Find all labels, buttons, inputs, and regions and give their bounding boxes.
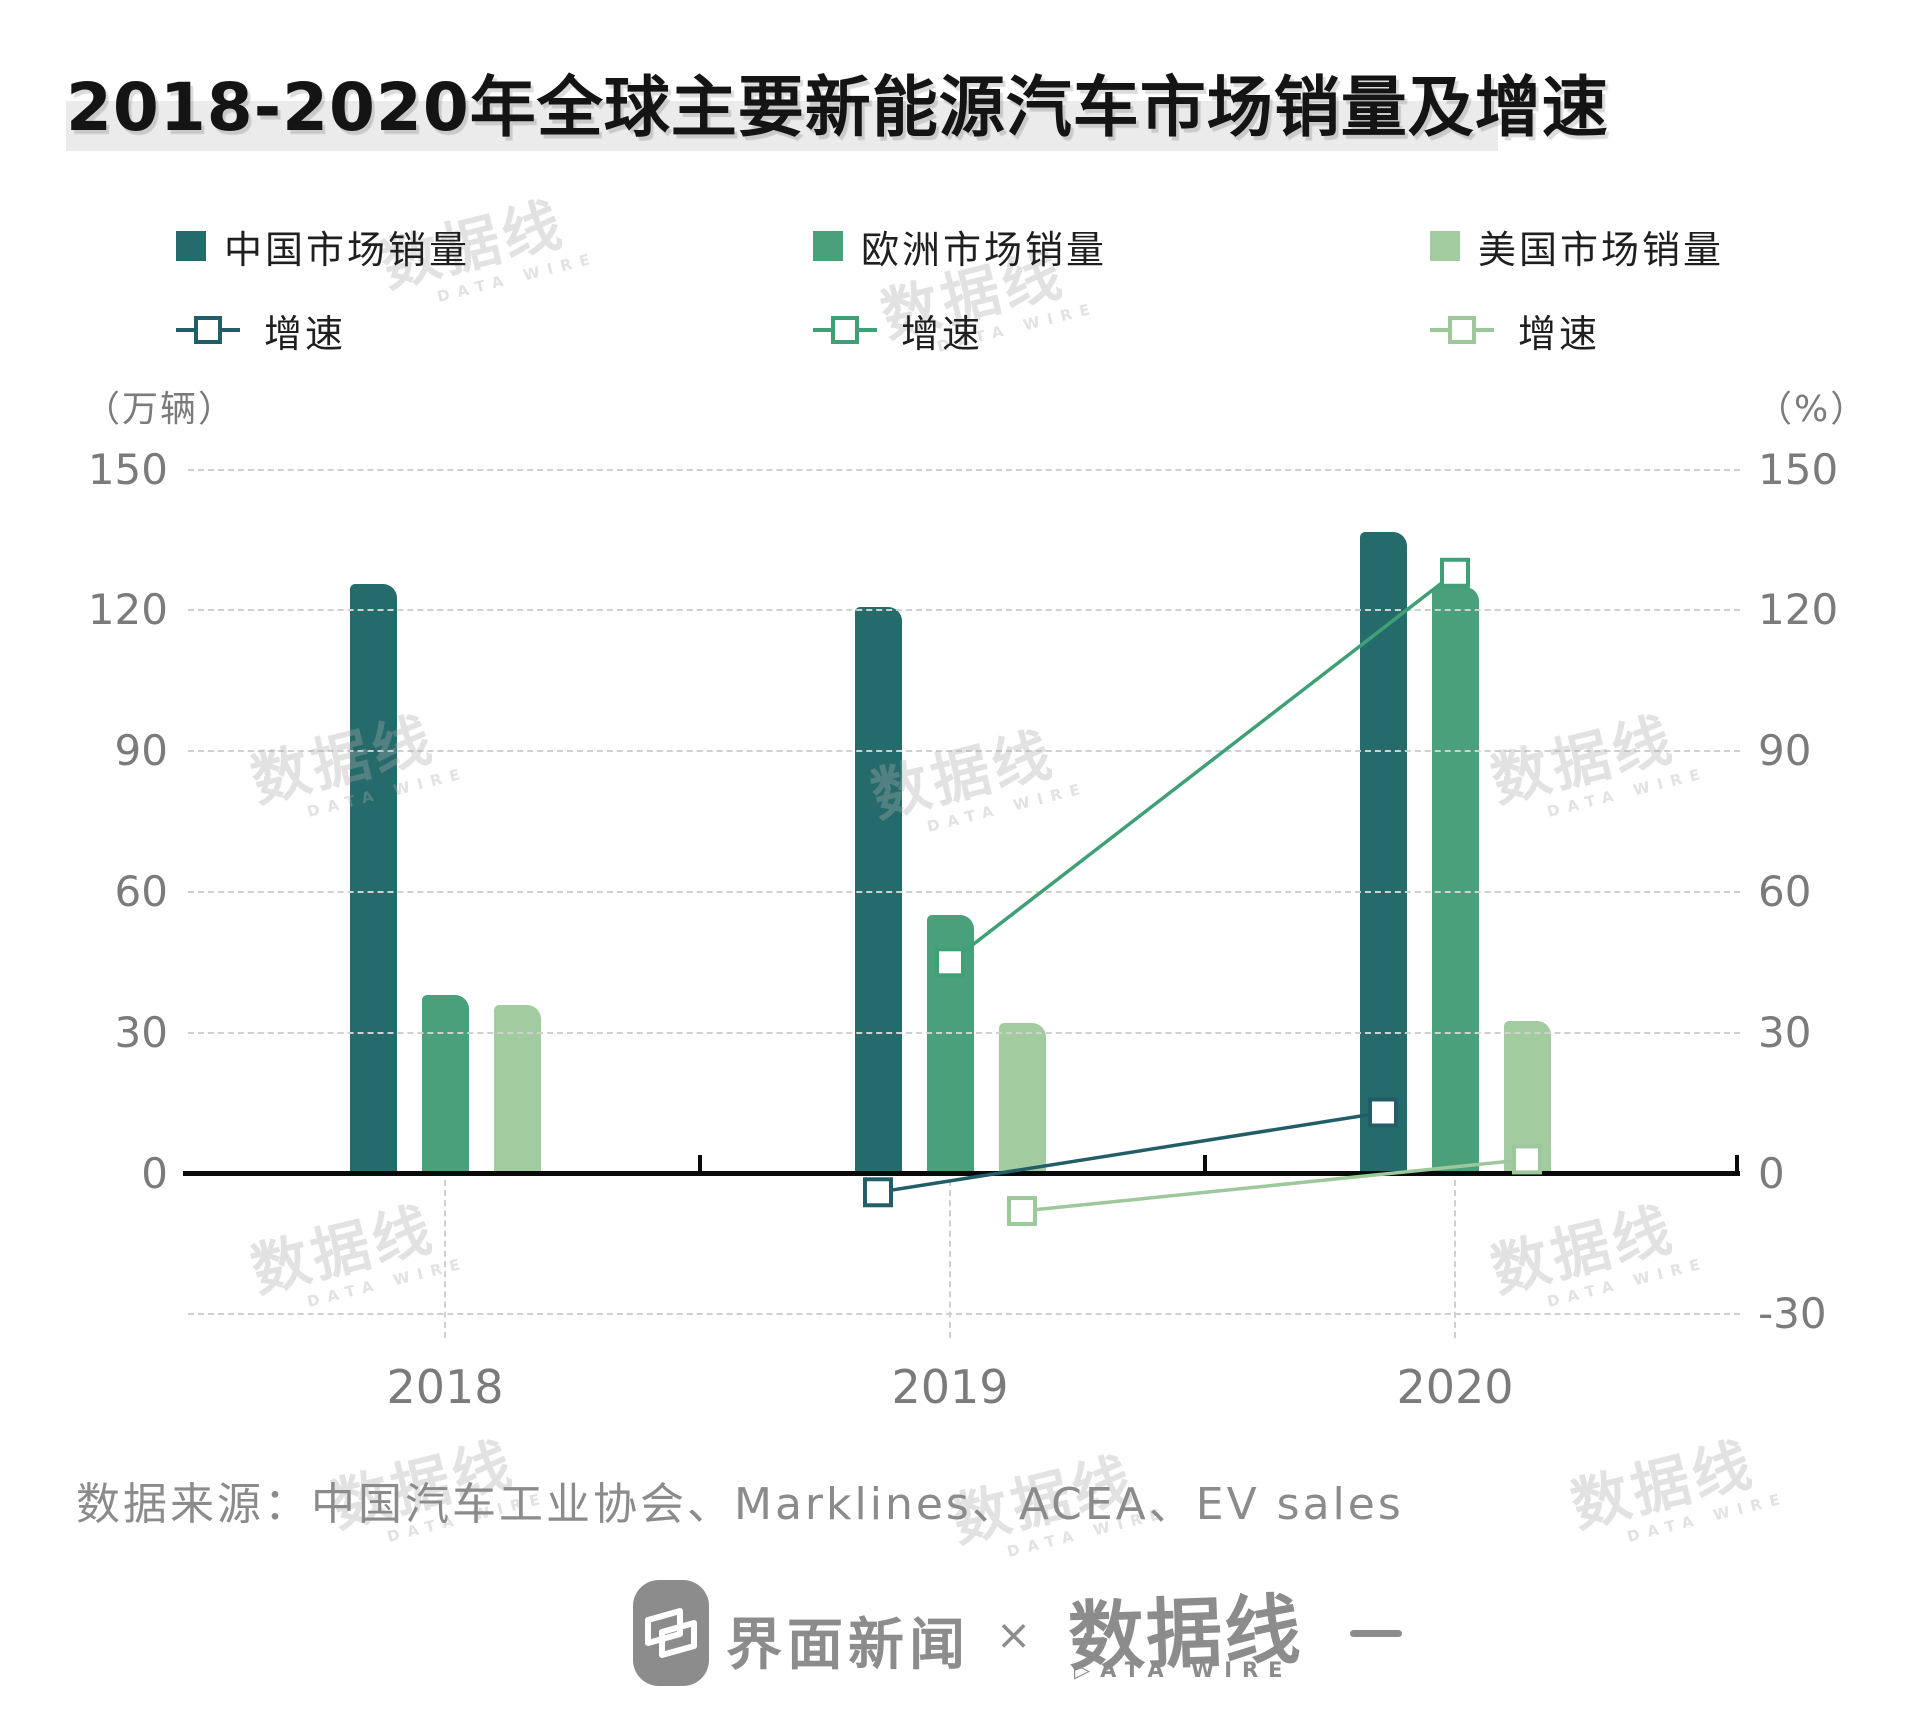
legend-square-china-icon (194, 316, 222, 344)
bar-美国市场销量-2018 (493, 1004, 541, 1174)
x-axis-year-label: 2019 (891, 1360, 1009, 1414)
legend-row-europe-sales: 欧洲市场销量 (813, 222, 1107, 272)
legend-label-china-sales: 中国市场销量 (224, 227, 471, 272)
legend-square-us-icon (1448, 316, 1476, 344)
right-axis-tick-label: 150 (1758, 444, 1839, 494)
x-axis-year-label: 2018 (386, 1360, 504, 1414)
bar-欧洲市场销量-2019 (926, 915, 974, 1174)
legend-square-europe-icon (831, 316, 859, 344)
legend-label-us-sales: 美国市场销量 (1478, 227, 1725, 272)
gridline-60 (188, 890, 1740, 893)
legend-line-marker-europe-icon (813, 316, 877, 344)
legend-group-europe: 欧洲市场销量 增速 (813, 222, 1107, 356)
legend-row-china-sales: 中国市场销量 (176, 222, 470, 272)
x-axis-tick (698, 1155, 702, 1171)
gridline-120 (188, 609, 1740, 612)
right-axis-tick-label: 0 (1758, 1148, 1785, 1198)
legend-group-china: 中国市场销量 增速 (176, 222, 470, 356)
left-axis-tick-label: 90 (114, 726, 168, 776)
legend-label-china-growth: 增速 (264, 311, 347, 356)
x-axis-year-label: 2020 (1396, 1360, 1514, 1414)
year-guide-dashed-line (1454, 1180, 1456, 1338)
legend-label-europe-sales: 欧洲市场销量 (861, 227, 1108, 272)
legend-label-us-growth: 增速 (1518, 311, 1601, 356)
title-highlight-band (66, 101, 1498, 151)
bar-中国市场销量-2020 (1359, 531, 1407, 1174)
left-axis-tick-label: 120 (87, 585, 168, 635)
right-axis-tick-label: -30 (1758, 1289, 1827, 1339)
jiemian-logo-text: 界面新闻 (726, 1613, 970, 1678)
right-axis-tick-label: 60 (1758, 866, 1812, 916)
legend-row-china-growth: 增速 (176, 308, 470, 356)
datawire-logo-dash (1350, 1630, 1402, 1637)
jiemian-logo-icon (633, 1580, 709, 1686)
bar-欧洲市场销量-2018 (421, 995, 469, 1174)
legend-row-us-growth: 增速 (1430, 308, 1724, 356)
gridline-150 (188, 468, 1740, 471)
year-guide-dashed-line (444, 1180, 446, 1338)
gridline--30 (188, 1313, 1740, 1316)
bar-欧洲市场销量-2020 (1431, 586, 1479, 1174)
legend-row-us-sales: 美国市场销量 (1430, 222, 1724, 272)
legend-label-europe-growth: 增速 (901, 311, 984, 356)
bar-美国市场销量-2020 (1503, 1020, 1551, 1174)
datawire-logo-subtext: ▷ATA WIRE (1074, 1658, 1293, 1682)
legend-row-europe-growth: 增速 (813, 308, 1107, 356)
x-axis-tick (1735, 1155, 1739, 1171)
right-axis-tick-label: 30 (1758, 1007, 1812, 1057)
legend-line-marker-china-icon (176, 316, 240, 344)
left-axis-tick-label: 0 (141, 1148, 168, 1198)
right-axis-unit: （%） (1756, 389, 1869, 430)
x-axis-line (183, 1171, 1740, 1176)
left-axis-tick-label: 60 (114, 866, 168, 916)
legend-swatch-europe-icon (813, 231, 843, 261)
bar-中国市场销量-2019 (854, 607, 902, 1174)
left-axis-tick-label: 30 (114, 1007, 168, 1057)
x-axis-tick (1203, 1155, 1207, 1171)
left-axis-unit: （万辆） (84, 389, 237, 430)
bar-美国市场销量-2019 (998, 1023, 1046, 1174)
data-source-note: 数据来源：中国汽车工业协会、Marklines、ACEA、EV sales (76, 1479, 1404, 1530)
page-title: 2018-2020年全球主要新能源汽车市场销量及增速 (66, 69, 1609, 146)
legend-swatch-us-icon (1430, 231, 1460, 261)
bar-中国市场销量-2018 (349, 584, 397, 1174)
legend-line-marker-us-icon (1430, 316, 1494, 344)
right-axis-tick-label: 90 (1758, 726, 1812, 776)
right-axis-tick-label: 120 (1758, 585, 1839, 635)
gridline-30 (188, 1031, 1740, 1034)
year-guide-dashed-line (949, 1180, 951, 1338)
left-axis-tick-label: 150 (87, 444, 168, 494)
legend-swatch-china-icon (176, 231, 206, 261)
footer-x-separator: × (996, 1610, 1032, 1659)
legend-group-us: 美国市场销量 增速 (1430, 222, 1724, 356)
